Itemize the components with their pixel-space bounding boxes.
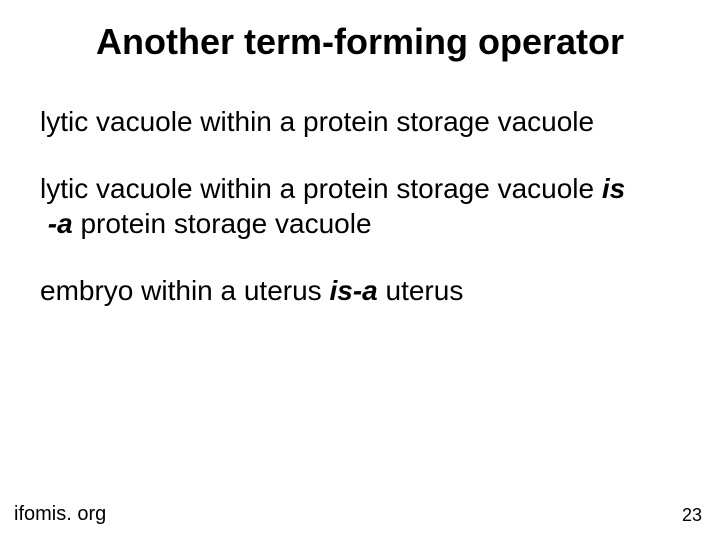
paragraph-3-text-a: embryo within a uterus xyxy=(40,275,329,306)
paragraph-2-indent xyxy=(40,208,48,239)
emphasis-is: is xyxy=(602,173,625,204)
paragraph-2-text-b: protein storage vacuole xyxy=(73,208,372,239)
paragraph-1: lytic vacuole within a protein storage v… xyxy=(40,104,680,139)
page-number: 23 xyxy=(682,505,702,526)
slide: Another term-forming operator lytic vacu… xyxy=(0,0,720,540)
slide-title: Another term-forming operator xyxy=(0,22,720,62)
footer-left: ifomis. org xyxy=(14,503,106,526)
emphasis-dash: - xyxy=(48,208,57,239)
paragraph-2-text-a: lytic vacuole within a protein storage v… xyxy=(40,173,602,204)
paragraph-2: lytic vacuole within a protein storage v… xyxy=(40,171,680,241)
slide-body: lytic vacuole within a protein storage v… xyxy=(40,104,680,340)
paragraph-3: embryo within a uterus is-a uterus xyxy=(40,273,680,308)
emphasis-is-a: is-a xyxy=(329,275,377,306)
emphasis-a: a xyxy=(57,208,73,239)
paragraph-3-text-b: uterus xyxy=(378,275,464,306)
